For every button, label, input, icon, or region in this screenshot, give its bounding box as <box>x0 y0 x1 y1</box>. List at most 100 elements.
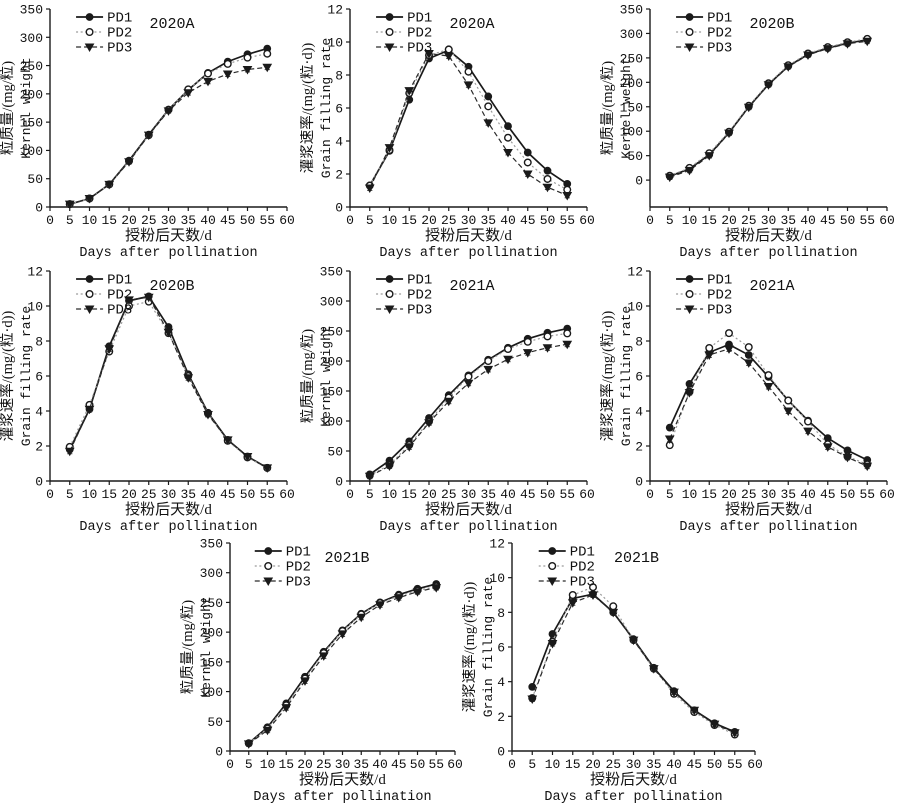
y-tick-label: 50 <box>627 149 643 164</box>
x-tick-label: 50 <box>540 213 556 228</box>
series-PD3 <box>64 293 273 473</box>
x-tick-label: 60 <box>279 213 295 228</box>
y-tick-label: 300 <box>200 566 223 581</box>
axes <box>49 271 287 482</box>
x-tick-label: 10 <box>545 757 561 772</box>
x-tick-label: 35 <box>480 213 496 228</box>
legend-item-PD3: PD3 <box>538 575 595 591</box>
x-tick-label: 45 <box>520 213 536 228</box>
chart-title: 2020A <box>150 16 195 33</box>
series-PD1 <box>65 292 272 472</box>
x-tick-label: 20 <box>585 757 601 772</box>
legend-label: PD1 <box>107 273 132 289</box>
x-tick-label: 15 <box>101 487 117 502</box>
series-PD1-line <box>669 38 868 177</box>
y-axis-label-en: Grain filling rate <box>319 38 334 178</box>
y-tick-label: 250 <box>620 51 643 66</box>
chart-grain-filling-rate-2020B: 0 5 10 15 20 25 30 35 40 45 50 55 60 0 2 4 6 8 10 12 授粉后天数/d… <box>0 262 300 536</box>
chart-canvas: 0 5 10 15 20 25 30 35 40 45 50 55 60024681012授粉后天数/d… <box>598 265 895 536</box>
x-tick-label: 20 <box>421 487 437 502</box>
chart-canvas: 0 5 10 15 20 25 30 35 40 45 50 55 600501001502002503… <box>179 537 463 806</box>
x-axis-ticks: 0 5 10 15 20 25 30 35 40 45 50 55 60 <box>508 751 763 772</box>
y-tick-label: 150 <box>20 116 43 131</box>
y-tick-label: 50 <box>27 172 43 187</box>
y-axis-ticks: 0 2 4 6 8 10 12 <box>627 265 650 490</box>
y-tick-label: 8 <box>335 69 343 84</box>
legend-item-PD3: PD3 <box>376 303 432 319</box>
series-PD3-line <box>669 40 868 178</box>
x-axis-ticks: 0 5 10 15 20 25 30 35 40 45 50 55 60 <box>46 207 295 228</box>
series-PD2 <box>528 583 739 739</box>
legend-item-PD2: PD2 <box>676 288 732 304</box>
y-tick-label: 4 <box>35 405 43 420</box>
y-tick-label: 0 <box>35 475 43 490</box>
y-tick-label: 6 <box>635 370 643 385</box>
x-tick-label: 10 <box>82 487 98 502</box>
legend-label: PD3 <box>286 575 311 591</box>
y-tick-label: 8 <box>497 606 505 621</box>
legend-item-PD2: PD2 <box>254 560 311 576</box>
series-PD1-line <box>248 583 437 744</box>
series-PD3 <box>64 63 273 210</box>
legend-item-PD3: PD3 <box>676 303 732 319</box>
legend-item-PD1: PD1 <box>676 11 732 27</box>
y-tick-label: 200 <box>20 87 43 102</box>
legend-item-PD1: PD1 <box>376 273 432 289</box>
y-tick-label: 250 <box>20 59 43 74</box>
x-axis-label-en: Days after pollination <box>79 246 257 260</box>
legend-item-PD3: PD3 <box>254 575 311 591</box>
x-tick-label: 10 <box>260 757 276 772</box>
x-tick-label: 45 <box>391 757 407 772</box>
series-PD1-line <box>668 343 868 461</box>
chart-title: 2020B <box>150 278 195 295</box>
x-tick-label: 30 <box>626 757 642 772</box>
x-tick-label: 55 <box>259 487 275 502</box>
x-tick-label: 30 <box>161 487 177 502</box>
x-tick-label: 5 <box>66 487 74 502</box>
x-tick-label: 45 <box>820 487 836 502</box>
x-tick-label: 25 <box>741 487 757 502</box>
x-tick-label: 50 <box>707 757 723 772</box>
legend-label: PD1 <box>286 545 311 561</box>
y-axis-ticks: 0 50 100 150 200 250 300 350 <box>200 537 230 760</box>
series-PD2 <box>665 34 872 180</box>
x-tick-label: 55 <box>559 487 575 502</box>
series-PD3-line <box>369 343 568 477</box>
y-tick-label: 350 <box>200 537 223 552</box>
x-tick-label: 45 <box>220 213 236 228</box>
series-PD3-line <box>248 586 437 745</box>
x-tick-label: 20 <box>421 213 437 228</box>
y-tick-label: 100 <box>320 415 343 430</box>
x-tick-label: 60 <box>747 757 763 772</box>
legend-label: PD2 <box>707 288 732 304</box>
legend-label: PD2 <box>707 26 732 42</box>
y-tick-label: 8 <box>35 335 43 350</box>
x-tick-label: 5 <box>528 757 536 772</box>
legend-item-PD3: PD3 <box>76 303 132 319</box>
legend-label: PD1 <box>407 11 432 27</box>
axes <box>349 9 587 208</box>
y-axis-ticks: 0 2 4 6 8 10 12 <box>327 3 350 216</box>
x-tick-label: 35 <box>180 213 196 228</box>
x-axis-label-en: Days after pollination <box>379 520 557 534</box>
x-tick-label: 0 <box>46 213 54 228</box>
x-tick-label: 45 <box>520 487 536 502</box>
series-PD1-line <box>68 295 268 469</box>
y-tick-label: 10 <box>627 300 643 315</box>
x-tick-label: 55 <box>859 213 875 228</box>
chart-title: 2020A <box>450 16 495 33</box>
chart-canvas: 0 5 10 15 20 25 30 35 40 45 50 55 60024681012授粉后天数/d… <box>460 537 763 806</box>
series-PD1 <box>65 44 272 209</box>
x-tick-label: 35 <box>646 757 662 772</box>
legend-label: PD2 <box>570 560 595 576</box>
legend-item-PD3: PD3 <box>76 41 132 57</box>
legend-item-PD1: PD1 <box>538 545 595 561</box>
y-axis-label-cn: 粒质量/(mg/粒) <box>0 61 16 155</box>
x-tick-label: 25 <box>316 757 332 772</box>
x-tick-label: 10 <box>682 213 698 228</box>
chart-grain-filling-rate-2021B: 0 5 10 15 20 25 30 35 40 45 50 55 60 0 2 4 6 8 10 12 授粉后天数/d… <box>460 534 768 806</box>
y-tick-label: 0 <box>335 201 343 216</box>
y-tick-label: 4 <box>335 135 343 150</box>
